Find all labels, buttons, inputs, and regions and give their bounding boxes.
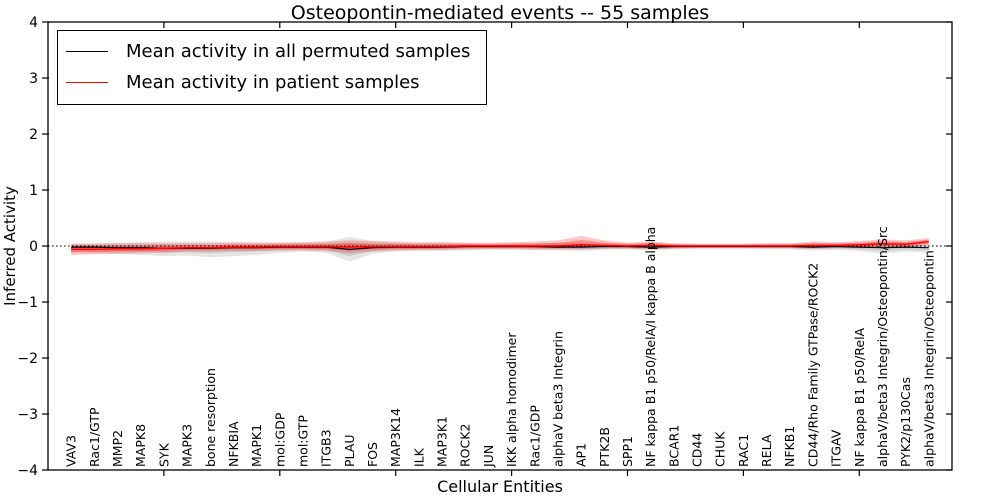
x-entity-label: ITGB3 (319, 429, 334, 467)
legend-item-patient: Mean activity in patient samples (66, 69, 470, 95)
y-tick-label: 4 (29, 15, 38, 31)
x-entity-label: Rac1/GTP (87, 407, 102, 467)
x-entity-label: NF kappa B1 p50/RelA/I kappa B alpha (643, 227, 658, 467)
legend-box: Mean activity in all permuted samples Me… (57, 30, 488, 105)
x-entity-label: MAP3K14 (388, 408, 403, 467)
legend-line-patient-icon (66, 81, 108, 83)
x-entity-label: alphaV/beta3 Integrin/Osteopontin (921, 250, 936, 467)
x-entity-label: BCAR1 (666, 425, 681, 467)
x-entity-label: mol:GTP (295, 415, 310, 467)
x-entity-label: MAPK3 (180, 424, 195, 467)
x-entity-label: MAPK1 (249, 424, 264, 467)
x-entity-label: RELA (759, 434, 774, 467)
legend-label-patient: Mean activity in patient samples (126, 71, 420, 93)
permuted-band-outer (71, 237, 929, 262)
x-entity-label: RAC1 (736, 434, 751, 467)
x-entity-label: bone resorption (203, 368, 218, 467)
x-entity-label: mol:GDP (272, 412, 287, 467)
x-axis-label: Cellular Entities (437, 477, 563, 496)
x-entity-label: SYK (156, 442, 171, 467)
x-entity-label: ILK (411, 447, 426, 467)
patient-mean-line (71, 240, 929, 251)
chart-title: Osteopontin-mediated events -- 55 sample… (290, 2, 710, 24)
x-entity-label: IKK alpha homodimer (504, 332, 519, 467)
x-entity-label: alphaV/beta3 Integrin/Osteopontin/Src (875, 226, 890, 467)
legend-item-permuted: Mean activity in all permuted samples (66, 38, 470, 64)
y-tick-label: −1 (17, 295, 38, 311)
y-tick-label: 0 (29, 239, 38, 255)
legend-line-permuted-icon (66, 50, 108, 52)
x-entity-label: AP1 (574, 443, 589, 467)
x-entity-label: PYK2/p130Cas (898, 377, 913, 467)
x-entity-label: SPP1 (620, 436, 635, 467)
x-entity-label: VAV3 (64, 435, 79, 467)
x-entity-label: MMP2 (110, 430, 125, 467)
y-tick-label: −3 (17, 407, 38, 423)
y-tick-label: −4 (17, 463, 38, 479)
y-tick-label: −2 (17, 351, 38, 367)
x-entity-label: NFKB1 (782, 426, 797, 467)
y-tick-label: 1 (29, 183, 38, 199)
plot-contents: −4 −3 −2 −1 0 1 2 3 4 VAV3 Rac1/GTP MMP2 MAPK8 SYK MAP… (17, 15, 953, 479)
x-entity-label: CD44 (690, 433, 705, 467)
x-entity-label: NF kappa B1 p50/RelA (852, 327, 867, 467)
x-entity-label: PLAU (342, 435, 357, 468)
x-entity-label: ITGAV (829, 429, 844, 467)
x-entity-label: MAPK8 (133, 424, 148, 467)
y-axis-label: Inferred Activity (1, 186, 19, 306)
x-entity-label: PTK2B (597, 427, 612, 467)
x-entity-label: MAP3K1 (435, 416, 450, 467)
x-entity-label: alphaV beta3 Integrin (550, 331, 565, 467)
y-tick-label: 3 (29, 71, 38, 87)
x-entity-label: CD44/Rho Family GTPase/ROCK2 (805, 263, 820, 467)
y-tick-label: 2 (29, 127, 38, 143)
x-entity-label: Rac1/GDP (527, 405, 542, 467)
x-entity-label: CHUK (713, 431, 728, 467)
x-entity-label: NFKBIA (226, 421, 241, 467)
x-entity-label: JUN (481, 445, 496, 468)
x-entity-label: ROCK2 (458, 424, 473, 467)
x-entity-label: FOS (365, 442, 380, 467)
legend-label-permuted: Mean activity in all permuted samples (126, 40, 471, 62)
